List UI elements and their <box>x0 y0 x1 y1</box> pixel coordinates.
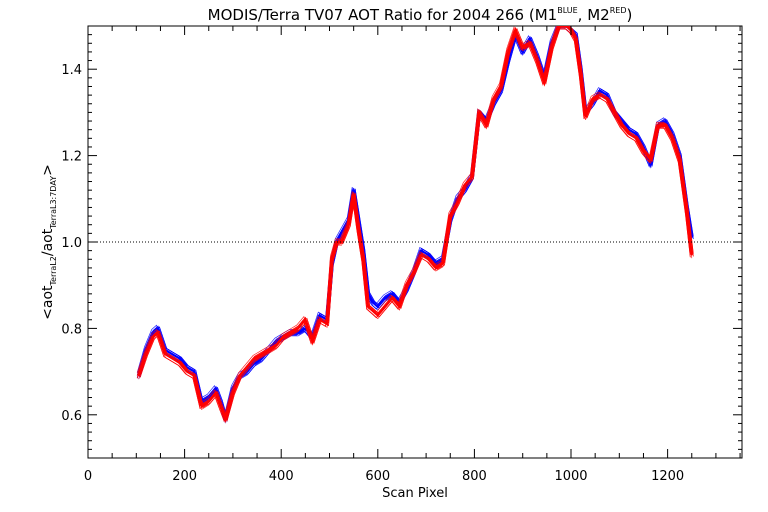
series-1-trace <box>136 26 691 418</box>
series-1-trace <box>136 26 691 420</box>
series-layer <box>136 26 694 424</box>
x-tick-label: 400 <box>269 469 294 484</box>
series-2-trace <box>136 26 691 418</box>
y-tick-label: 0.6 <box>61 409 82 424</box>
series-2-trace <box>136 27 691 423</box>
series-2-trace <box>138 26 693 421</box>
y-tick-label: 1.0 <box>61 236 82 251</box>
series-1-trace <box>139 27 694 422</box>
y-tick-label: 1.2 <box>61 150 82 165</box>
chart-title: MODIS/Terra TV07 AOT Ratio for 2004 266 … <box>208 6 633 24</box>
series-2-trace <box>136 27 691 423</box>
series-2-trace <box>138 28 693 424</box>
y-tick-label: 0.8 <box>61 322 82 337</box>
series-2 <box>136 26 694 424</box>
y-axis-label: <aotTerraL2/aotTerraL3:7DAY> <box>40 164 58 320</box>
series-2-trace <box>136 26 691 420</box>
series-2-trace <box>138 26 693 419</box>
series-1-trace <box>136 26 691 421</box>
series-2-trace <box>139 27 694 422</box>
series-1-line <box>137 26 693 424</box>
series-1-trace <box>138 28 693 424</box>
series-1-trace <box>136 27 691 423</box>
series-1-trace <box>138 26 693 419</box>
series-1-trace <box>139 26 694 420</box>
series-1-trace <box>138 26 693 421</box>
x-tick-label: 200 <box>172 469 197 484</box>
series-2-trace <box>136 26 691 420</box>
y-tick-label: 1.4 <box>61 63 82 78</box>
series-1-trace <box>136 27 691 423</box>
x-tick-label: 0 <box>84 469 92 484</box>
x-tick-label: 1000 <box>554 469 587 484</box>
series-1-trace <box>138 26 693 421</box>
series-1-trace <box>138 26 693 419</box>
series-2-trace <box>138 26 693 421</box>
series-2-line <box>137 26 693 423</box>
x-tick-label: 1200 <box>651 469 684 484</box>
x-axis-label: Scan Pixel <box>382 486 448 501</box>
x-tick-label: 800 <box>462 469 487 484</box>
series-2-trace <box>139 26 694 419</box>
series-1-trace <box>139 26 694 420</box>
series-2-trace <box>139 26 694 422</box>
tick-layer: 0 200 400 600 800 1000 1200 0.6 0.8 1.0 1.2 1.4 <box>61 26 742 484</box>
x-tick-label: 600 <box>365 469 390 484</box>
series-1 <box>136 26 694 424</box>
series-2-trace <box>138 26 693 418</box>
series-2-trace <box>139 26 694 419</box>
series-1-trace <box>139 26 694 422</box>
